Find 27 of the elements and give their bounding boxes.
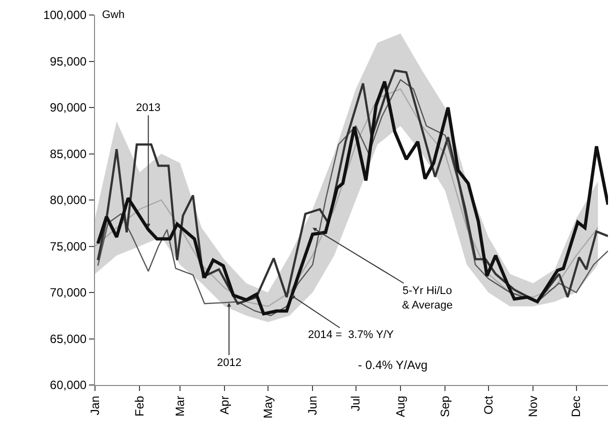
annotation: 2012 [217, 357, 242, 369]
x-tick-label: Apr [218, 396, 232, 414]
y-tick-label: 100,000 [43, 8, 87, 22]
y-tick-label: 80,000 [50, 193, 87, 208]
x-tick-label: Sep [438, 395, 452, 418]
annotation: - 0.4% Y/Avg [358, 358, 428, 372]
x-tick-label: Jun [305, 396, 320, 416]
x-tick-label: Nov [526, 396, 540, 418]
y-tick-label: 65,000 [50, 332, 87, 346]
y-tick-label: 85,000 [50, 146, 87, 161]
x-tick-label: Aug [393, 396, 408, 418]
y-tick-label: 95,000 [50, 54, 87, 68]
annotation: 5-Yr Hi/Lo & Average [402, 285, 453, 312]
y-axis-title: Gwh [102, 9, 125, 21]
y-tick-label: 75,000 [50, 239, 87, 254]
y-tick-label: 70,000 [50, 286, 87, 300]
y-tick-label: 90,000 [50, 100, 87, 115]
x-tick-label: Oct [481, 395, 496, 414]
x-tick-label: Dec [569, 396, 584, 418]
x-tick-label: Jul [348, 396, 363, 412]
x-tick-label: Feb [132, 395, 147, 416]
annotation: 2013 [136, 102, 160, 114]
x-tick-label: Jan [88, 396, 102, 416]
y-tick-label: 60,000 [50, 378, 87, 392]
x-tick-label: Mar [172, 396, 187, 416]
x-tick-label: May [260, 396, 275, 418]
annotation: 2014 = 3.7% Y/Y [308, 329, 394, 341]
